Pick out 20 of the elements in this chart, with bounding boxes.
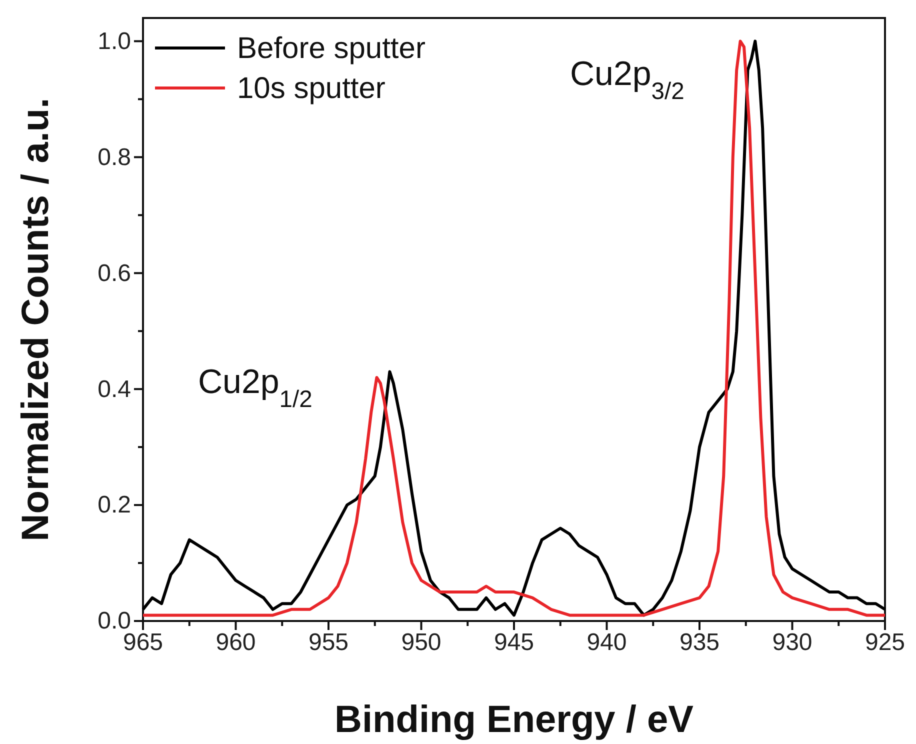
x-axis-title: Binding Energy / eV bbox=[334, 699, 694, 741]
x-tick-label: 940 bbox=[586, 629, 627, 656]
x-tick-label: 935 bbox=[679, 629, 720, 656]
y-tick-label: 0.2 bbox=[98, 492, 131, 519]
y-axis-title: Normalized Counts / a.u. bbox=[15, 98, 57, 542]
y-tick-label: 0.6 bbox=[98, 260, 131, 287]
legend-label: Before sputter bbox=[237, 32, 426, 65]
x-tick-label: 925 bbox=[864, 629, 906, 656]
y-tick-label: 0.4 bbox=[98, 376, 131, 403]
x-tick-label: 955 bbox=[308, 629, 349, 656]
y-tick-label: 0.8 bbox=[98, 144, 131, 171]
x-tick-label: 950 bbox=[401, 629, 442, 656]
x-tick-label: 960 bbox=[216, 629, 256, 656]
x-tick-label: 930 bbox=[772, 629, 812, 656]
y-tick-label: 1.0 bbox=[98, 28, 131, 55]
annotation: Cu2p$_{1/2}$ bbox=[198, 363, 312, 412]
x-tick-label: 965 bbox=[122, 629, 164, 656]
x-tick-label: 945 bbox=[494, 629, 534, 656]
annotation: Cu2p$_{3/2}$ bbox=[570, 55, 684, 104]
legend-label: 10s sputter bbox=[237, 72, 386, 105]
